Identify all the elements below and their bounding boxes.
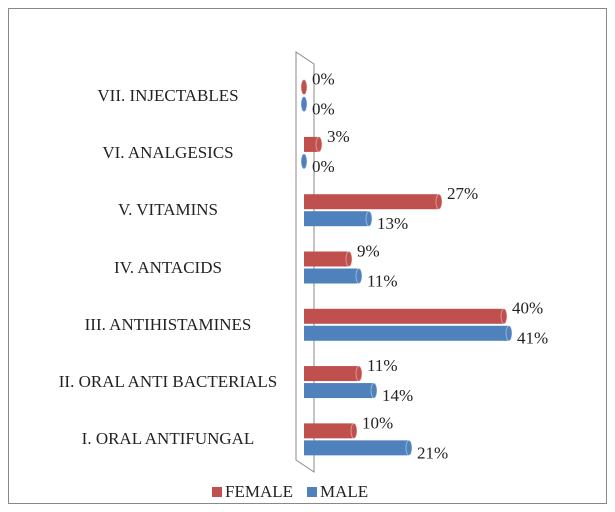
category-label: V. VITAMINS bbox=[117, 200, 219, 220]
category-label: VII. INJECTABLES bbox=[97, 85, 239, 105]
bar bbox=[304, 308, 504, 324]
bar-cap bbox=[300, 153, 308, 170]
value-label: 41% bbox=[517, 329, 548, 348]
bar bbox=[304, 136, 319, 152]
category-label: VI. ANALGESICS bbox=[102, 142, 234, 162]
legend-label: FEMALE bbox=[225, 482, 293, 501]
value-label: 11% bbox=[367, 356, 398, 375]
value-label: 13% bbox=[377, 214, 408, 233]
bar bbox=[304, 366, 359, 382]
legend-swatch bbox=[307, 487, 317, 497]
bar-cap bbox=[350, 422, 358, 439]
value-label: 40% bbox=[512, 299, 543, 318]
bar bbox=[304, 194, 439, 210]
bar-cap bbox=[345, 251, 353, 267]
bar-cap bbox=[370, 382, 378, 399]
bar-cap bbox=[500, 308, 508, 325]
category-label: III. ANTIHISTAMINES bbox=[84, 314, 252, 334]
category-label: II. ORAL ANTI BACTERIALS bbox=[58, 372, 278, 392]
value-label: 9% bbox=[357, 241, 380, 260]
bar-cap bbox=[355, 268, 363, 284]
legend-swatch bbox=[212, 487, 222, 497]
legend-label: MALE bbox=[320, 482, 368, 501]
value-label: 27% bbox=[447, 184, 478, 203]
bar-cap bbox=[300, 79, 308, 96]
value-label: 3% bbox=[327, 127, 350, 146]
bar bbox=[304, 268, 359, 284]
bar bbox=[304, 251, 349, 267]
bar bbox=[304, 383, 374, 399]
bar-cap bbox=[355, 365, 363, 382]
category-label: IV. ANTACIDS bbox=[114, 257, 222, 277]
value-label: 0% bbox=[312, 70, 335, 89]
bar-cap bbox=[315, 136, 323, 153]
value-label: 14% bbox=[382, 386, 413, 405]
bar bbox=[304, 440, 409, 456]
value-label: 0% bbox=[312, 157, 335, 176]
bar-cap bbox=[405, 439, 413, 456]
bar bbox=[304, 211, 369, 227]
bar-cap bbox=[300, 96, 308, 113]
value-label: 0% bbox=[312, 100, 335, 119]
value-label: 21% bbox=[417, 443, 448, 462]
bar-cap bbox=[435, 193, 443, 210]
value-label: 10% bbox=[362, 413, 393, 432]
bar-cap bbox=[505, 325, 513, 342]
category-label: I. ORAL ANTIFUNGAL bbox=[81, 429, 255, 449]
bar bbox=[304, 325, 509, 341]
bar bbox=[304, 423, 354, 439]
bar-cap bbox=[365, 210, 373, 227]
value-label: 11% bbox=[367, 271, 398, 290]
